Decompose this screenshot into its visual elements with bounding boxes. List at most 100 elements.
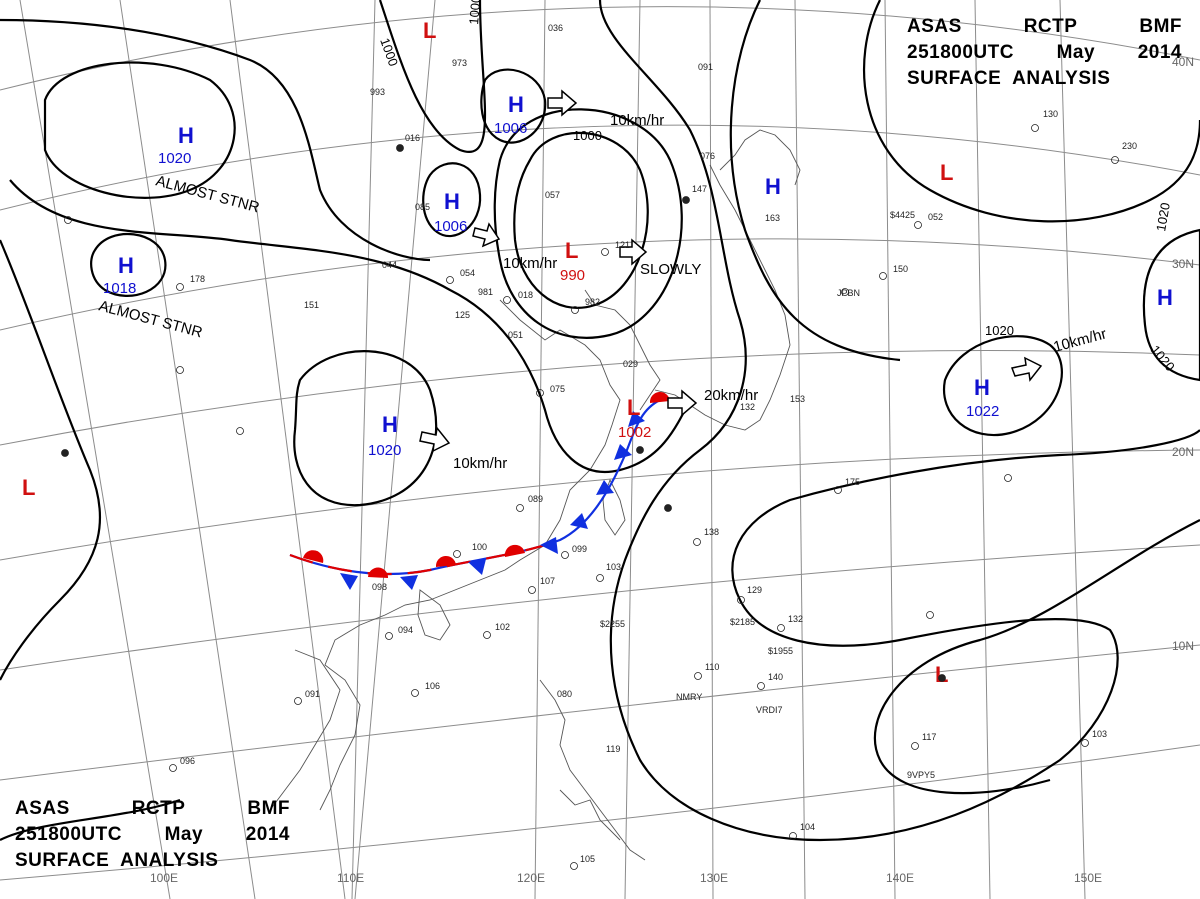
high-value-4: 1006 <box>434 218 467 235</box>
isobar-north-1012 <box>0 18 431 262</box>
high-center-1: H <box>178 123 194 148</box>
station-value: 100 <box>472 542 487 552</box>
low-center-1: L <box>565 238 578 263</box>
station-marker <box>61 449 69 457</box>
hainan-coast <box>417 589 451 641</box>
header-time: 251800UTC <box>15 824 122 845</box>
ship-id: $2185 <box>730 617 755 627</box>
station-value: 076 <box>700 151 715 161</box>
isobar-1018 <box>90 232 167 297</box>
station-marker <box>561 551 569 559</box>
meridian-125e <box>624 0 641 899</box>
lat-label: 10N <box>1172 639 1194 653</box>
station-marker <box>169 764 177 772</box>
motion-arrows <box>419 89 1043 453</box>
station-marker <box>1081 739 1089 747</box>
station-marker <box>693 538 701 546</box>
motion-arrow-icon <box>419 426 451 453</box>
station-value: 054 <box>460 268 475 278</box>
station-value: 163 <box>765 213 780 223</box>
station-value: 104 <box>800 822 815 832</box>
lat-label: 30N <box>1172 257 1194 271</box>
station-marker <box>841 288 849 296</box>
station-marker <box>176 366 184 374</box>
header-year: 2014 <box>1137 42 1182 63</box>
grid-labels: 110E 120E 130E 140E 150E 100E 40N 30N 20… <box>150 55 1194 885</box>
header-bottom-left: ASAS RCTP BMF 251800UTC May 2014 SURFACE… <box>15 796 290 874</box>
station-value: 138 <box>704 527 719 537</box>
indochina-coast <box>269 649 341 811</box>
station-value: 125 <box>455 310 470 320</box>
isobar-label: 1000 <box>466 0 483 25</box>
parallel-10n <box>0 644 1200 781</box>
isobar-1020-center <box>293 350 438 507</box>
station-value: 150 <box>893 264 908 274</box>
ship-id: VRDI7 <box>756 705 783 715</box>
low-center-2: L <box>627 395 640 420</box>
station-value: 044 <box>382 260 397 270</box>
isobar-label: 1020 <box>1153 201 1173 232</box>
parallel-5n <box>0 744 1200 881</box>
motion-arrow-icon <box>472 222 501 248</box>
station-value: 973 <box>452 58 467 68</box>
high-center-8: H <box>1157 285 1173 310</box>
lon-label: 130E <box>700 871 728 885</box>
station-marker <box>446 276 454 284</box>
motion-arrow-icon <box>667 389 698 417</box>
motion-label: 20km/hr <box>704 387 758 404</box>
isobar-west <box>0 239 102 681</box>
station-value: 105 <box>580 854 595 864</box>
isobar-1010-large <box>598 0 1200 842</box>
station-value: 036 <box>548 23 563 33</box>
high-center-3: H <box>508 92 524 117</box>
station-value: 029 <box>623 359 638 369</box>
meridian-110e-alt <box>354 0 436 899</box>
low-value-1: 990 <box>560 267 585 284</box>
station-value: 981 <box>478 287 493 297</box>
cold-front-triangle <box>400 575 418 590</box>
station-value: 107 <box>540 576 555 586</box>
station-value: 103 <box>606 562 621 572</box>
china-coast <box>319 299 621 811</box>
header-station: RCTP <box>1023 16 1078 37</box>
motion-arrow-icon <box>1010 356 1043 382</box>
high-center-5: H <box>382 412 398 437</box>
station-marker <box>789 832 797 840</box>
station-value: 103 <box>1092 729 1107 739</box>
parallel-35n <box>0 124 1200 211</box>
station-marker <box>64 216 72 224</box>
parallel-30n <box>0 238 1200 331</box>
header-top-right: ASAS RCTP BMF 251800UTC May 2014 SURFACE… <box>907 14 1182 92</box>
header-line1: ASAS RCTP BMF <box>907 14 1182 40</box>
isobar-label: 1020 <box>985 323 1014 338</box>
lat-label: 40N <box>1172 55 1194 69</box>
station-value: 099 <box>572 544 587 554</box>
station-value: 147 <box>692 184 707 194</box>
low-center-3: L <box>423 18 436 43</box>
station-value: 230 <box>1122 141 1137 151</box>
station-value: 117 <box>922 732 936 742</box>
cold-front-triangle <box>570 513 588 529</box>
high-center-4: H <box>444 189 460 214</box>
station-marker <box>926 611 934 619</box>
station-marker <box>503 296 511 304</box>
motion-label: 10km/hr <box>453 455 507 472</box>
philippines-south-coast <box>559 789 621 841</box>
cold-front-triangle <box>540 537 558 554</box>
meridian-145e <box>974 0 991 899</box>
lon-label: 150E <box>1074 871 1102 885</box>
isobar-label: 1000 <box>573 128 602 143</box>
station-marker <box>601 248 609 256</box>
isobar-1000-north <box>378 0 487 153</box>
station-marker <box>777 624 785 632</box>
ship-id: $2255 <box>600 619 625 629</box>
station-value: 993 <box>370 87 385 97</box>
station-value: 051 <box>508 330 523 340</box>
station-value: 094 <box>398 625 413 635</box>
header-source: ASAS <box>907 16 962 37</box>
header-line1: ASAS RCTP BMF <box>15 796 290 822</box>
motion-arrow-icon <box>547 89 578 117</box>
